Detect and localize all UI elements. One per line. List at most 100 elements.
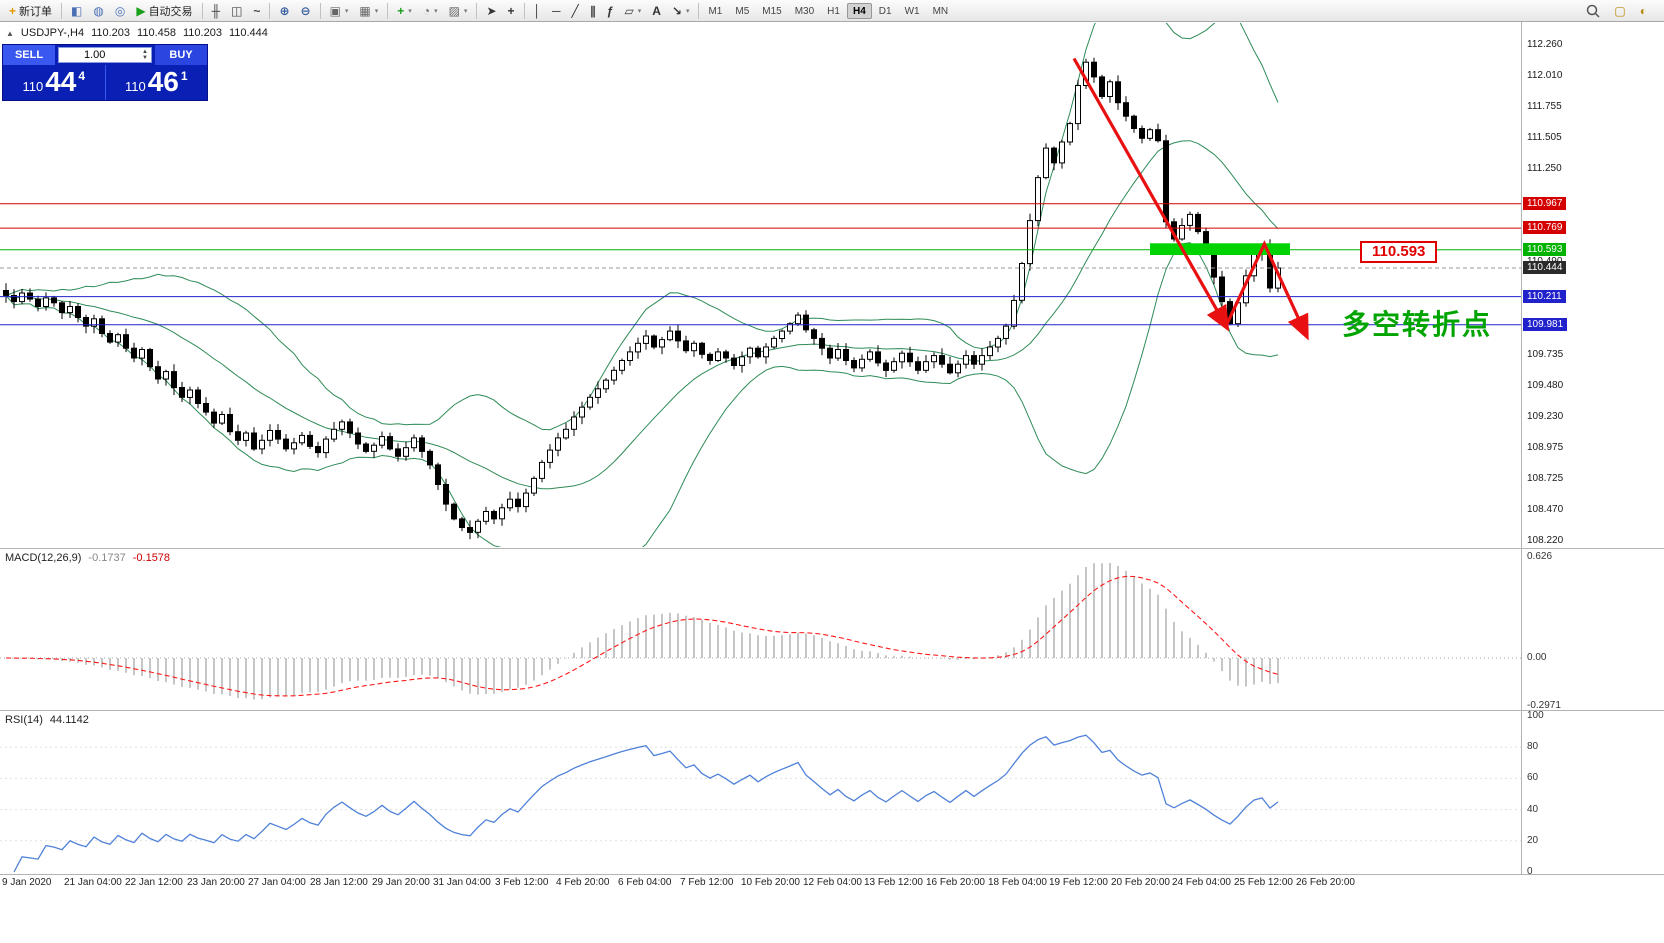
bar-chart-button[interactable]: ╫: [207, 2, 226, 20]
crosshair-button[interactable]: +: [503, 2, 520, 20]
market-watch-button[interactable]: ◧: [66, 2, 87, 20]
rsi-panel-separator[interactable]: [0, 710, 1664, 711]
macd-panel-separator[interactable]: [0, 548, 1664, 549]
volume-up-icon[interactable]: ▲: [142, 49, 148, 55]
theme-button[interactable]: ◐: [1635, 2, 1652, 20]
candlestick-chart-button[interactable]: ◫: [226, 2, 247, 20]
timeframe-h4-button[interactable]: H4: [846, 2, 872, 19]
price-zone-label[interactable]: 110.593: [1360, 241, 1438, 263]
time-axis-separator: [0, 874, 1664, 875]
line-chart-button[interactable]: ~: [248, 2, 265, 20]
rsi-axis-label: 0: [1527, 866, 1533, 877]
timeframe-m15-button[interactable]: M15: [762, 5, 782, 17]
text-icon: A: [652, 3, 661, 18]
market-watch-icon: ◧: [71, 3, 83, 18]
navigator-button[interactable]: ◎: [110, 2, 130, 20]
support-zone-highlight: [1150, 243, 1290, 255]
timeframe-m1-button[interactable]: M1: [708, 5, 723, 17]
vertical-line-button[interactable]: │: [529, 2, 547, 20]
rsi-value: 44.1142: [49, 714, 89, 726]
time-axis: 9 Jan 2020 21 Jan 04:00 22 Jan 12:00 23 Jan…: [0, 877, 1521, 893]
profiles-button[interactable]: ▦ ▾: [354, 2, 383, 20]
indicators-icon: +: [397, 3, 405, 18]
fibonacci-button[interactable]: ƒ: [602, 2, 619, 20]
toolbar-separator: [269, 2, 271, 19]
sell-price-prefix: 110: [22, 79, 44, 94]
volume-field[interactable]: 1.00 ▲ ▼: [58, 47, 152, 63]
timeframe-m30-button[interactable]: M30: [794, 5, 815, 17]
one-click-trading-panel: SELL 1.00 ▲ ▼ BUY 110 44 4 110 46 1: [2, 44, 208, 101]
chevron-down-icon: ▾: [463, 7, 468, 15]
periods-button[interactable]: ◔ ▾: [418, 2, 443, 20]
buy-price-prefix: 110: [124, 79, 146, 94]
new-order-button[interactable]: + 新订单: [4, 2, 57, 20]
macd-signal-value: -0.1578: [132, 552, 171, 564]
timeframe-d1-button[interactable]: D1: [878, 5, 892, 17]
timeframe-w1-button[interactable]: W1: [904, 5, 920, 17]
time-axis-label: 13 Feb 12:00: [864, 877, 923, 888]
candlestick-chart-icon: ◫: [231, 3, 243, 18]
new-chart-button[interactable]: ▣ ▾: [325, 2, 354, 20]
rsi-line: [13, 734, 1279, 873]
bollinger-upper-band: [5, 23, 1279, 431]
time-axis-label: 10 Feb 20:00: [741, 877, 800, 888]
chevron-down-icon: ▾: [344, 7, 349, 15]
buy-tab[interactable]: BUY: [155, 45, 207, 65]
volume-value: 1.00: [84, 49, 106, 61]
sell-tab[interactable]: SELL: [3, 45, 55, 65]
trend-arrow-2: [1224, 240, 1309, 341]
trendline-button[interactable]: ╱: [567, 2, 584, 20]
templates-icon: ▨: [448, 3, 460, 18]
arrows-icon: ↘: [671, 3, 682, 18]
price-axis-label: 109.230: [1527, 411, 1564, 422]
data-window-button[interactable]: ◍: [88, 2, 108, 20]
rsi-name: RSI(14): [5, 714, 43, 726]
time-axis-label: 3 Feb 12:00: [495, 877, 549, 888]
chart-symbol-icon: ▲: [6, 28, 14, 38]
price-marker-label-110.967: 110.967: [1523, 197, 1567, 210]
sell-price-sup: 4: [78, 69, 86, 83]
layout-button[interactable]: ▢: [1609, 2, 1630, 20]
price-marker-label-110.593: 110.593: [1523, 243, 1567, 256]
trade-panel-price-row: 110 44 4 110 46 1: [3, 65, 207, 100]
price-axis-label: 108.725: [1527, 473, 1564, 484]
timeframe-m5-button[interactable]: M5: [735, 5, 750, 17]
shapes-button[interactable]: ▱ ▾: [619, 2, 646, 20]
auto-trading-button[interactable]: ▶ 自动交易: [131, 2, 197, 20]
search-button[interactable]: [1581, 2, 1605, 20]
sell-button[interactable]: 110 44 4: [3, 65, 106, 100]
volume-stepper[interactable]: ▲ ▼: [142, 49, 148, 61]
zoom-in-icon: ⊕: [279, 3, 290, 18]
timeframe-h1-button[interactable]: H1: [827, 5, 840, 17]
time-axis-label: 9 Jan 2020: [2, 877, 52, 888]
time-axis-label: 24 Feb 04:00: [1172, 877, 1231, 888]
time-axis-label: 19 Feb 12:00: [1049, 877, 1108, 888]
chevron-down-icon: ▾: [685, 7, 690, 15]
zoom-in-button[interactable]: ⊕: [274, 2, 294, 20]
horizontal-line-button[interactable]: ─: [547, 2, 566, 20]
indicators-button[interactable]: + ▾: [392, 2, 417, 20]
timeframe-mn-button[interactable]: MN: [932, 5, 949, 17]
rsi-axis-label: 60: [1527, 772, 1539, 783]
macd-axis-label: 0.626: [1527, 551, 1553, 562]
price-axis-label: 109.480: [1527, 380, 1564, 391]
chart-open-value: 110.203: [91, 27, 131, 39]
macd-main-value: -0.1737: [88, 552, 126, 564]
templates-button[interactable]: ▨ ▾: [444, 2, 473, 20]
arrows-button[interactable]: ↘ ▾: [667, 2, 695, 20]
time-axis-label: 23 Jan 20:00: [187, 877, 245, 888]
buy-button[interactable]: 110 46 1: [106, 65, 208, 100]
zoom-out-button[interactable]: ⊖: [296, 2, 316, 20]
volume-down-icon[interactable]: ▼: [142, 55, 148, 61]
vertical-line-icon: │: [533, 3, 542, 18]
auto-trading-button-label: 自动交易: [148, 5, 193, 18]
time-axis-label: 25 Feb 12:00: [1234, 877, 1293, 888]
turning-point-annotation[interactable]: 多空转折点: [1342, 309, 1493, 340]
text-button[interactable]: A: [647, 2, 666, 20]
cursor-button[interactable]: ➤: [481, 2, 501, 20]
chevron-down-icon: ▾: [408, 7, 412, 15]
line-chart-icon: ~: [253, 3, 261, 18]
channel-button[interactable]: ∥: [585, 2, 601, 20]
